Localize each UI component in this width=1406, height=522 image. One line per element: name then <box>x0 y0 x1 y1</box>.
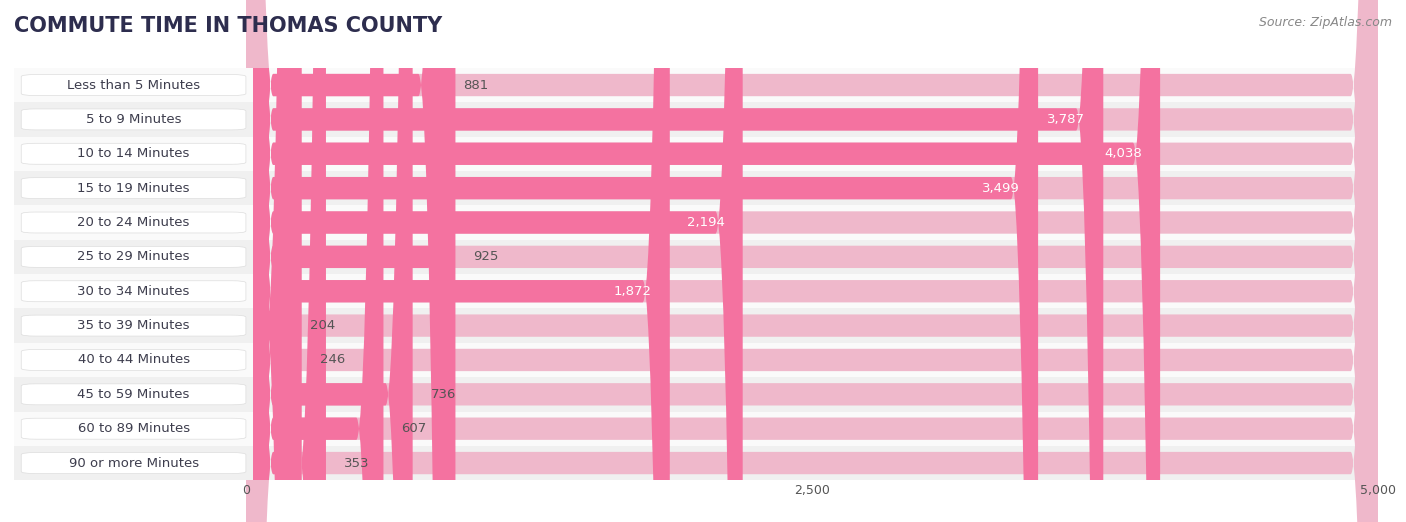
Text: 204: 204 <box>311 319 336 332</box>
Text: 246: 246 <box>319 353 344 366</box>
FancyBboxPatch shape <box>246 0 1378 522</box>
Text: 353: 353 <box>344 457 370 470</box>
Bar <box>14 446 253 480</box>
Text: 45 to 59 Minutes: 45 to 59 Minutes <box>77 388 190 401</box>
FancyBboxPatch shape <box>246 0 1378 522</box>
Text: Source: ZipAtlas.com: Source: ZipAtlas.com <box>1258 16 1392 29</box>
Text: 3,499: 3,499 <box>983 182 1019 195</box>
Bar <box>14 137 253 171</box>
Bar <box>246 240 1378 274</box>
Bar <box>246 343 1378 377</box>
FancyBboxPatch shape <box>246 0 384 522</box>
FancyBboxPatch shape <box>21 109 246 130</box>
Text: 90 or more Minutes: 90 or more Minutes <box>69 457 198 470</box>
Bar <box>246 446 1378 480</box>
Text: 1,872: 1,872 <box>613 284 652 298</box>
Text: 30 to 34 Minutes: 30 to 34 Minutes <box>77 284 190 298</box>
Text: 10 to 14 Minutes: 10 to 14 Minutes <box>77 147 190 160</box>
Text: 4,038: 4,038 <box>1104 147 1142 160</box>
FancyBboxPatch shape <box>246 0 1378 522</box>
Bar <box>14 309 253 343</box>
FancyBboxPatch shape <box>246 0 456 522</box>
FancyBboxPatch shape <box>21 212 246 233</box>
Bar <box>246 68 1378 102</box>
Text: 881: 881 <box>464 78 489 91</box>
FancyBboxPatch shape <box>21 177 246 198</box>
FancyBboxPatch shape <box>21 453 246 473</box>
FancyBboxPatch shape <box>246 0 1378 522</box>
FancyBboxPatch shape <box>21 384 246 405</box>
Text: 925: 925 <box>474 251 499 264</box>
FancyBboxPatch shape <box>246 0 326 522</box>
FancyBboxPatch shape <box>246 0 1160 522</box>
FancyBboxPatch shape <box>246 0 1378 522</box>
Text: 40 to 44 Minutes: 40 to 44 Minutes <box>77 353 190 366</box>
Text: 20 to 24 Minutes: 20 to 24 Minutes <box>77 216 190 229</box>
FancyBboxPatch shape <box>246 0 412 522</box>
FancyBboxPatch shape <box>246 0 1378 522</box>
Text: 60 to 89 Minutes: 60 to 89 Minutes <box>77 422 190 435</box>
Bar <box>14 411 253 446</box>
Text: 5 to 9 Minutes: 5 to 9 Minutes <box>86 113 181 126</box>
FancyBboxPatch shape <box>246 0 302 522</box>
FancyBboxPatch shape <box>21 144 246 164</box>
Bar <box>14 205 253 240</box>
FancyBboxPatch shape <box>246 0 1104 522</box>
Bar <box>14 68 253 102</box>
Text: 2,194: 2,194 <box>686 216 724 229</box>
FancyBboxPatch shape <box>246 0 1378 522</box>
FancyBboxPatch shape <box>246 0 1378 522</box>
Text: 35 to 39 Minutes: 35 to 39 Minutes <box>77 319 190 332</box>
FancyBboxPatch shape <box>21 315 246 336</box>
Bar <box>246 137 1378 171</box>
Bar <box>246 102 1378 137</box>
Bar <box>246 411 1378 446</box>
FancyBboxPatch shape <box>246 0 669 522</box>
FancyBboxPatch shape <box>21 281 246 302</box>
Bar <box>14 343 253 377</box>
Text: COMMUTE TIME IN THOMAS COUNTY: COMMUTE TIME IN THOMAS COUNTY <box>14 16 443 35</box>
FancyBboxPatch shape <box>246 0 292 522</box>
Text: 3,787: 3,787 <box>1047 113 1085 126</box>
FancyBboxPatch shape <box>21 350 246 371</box>
Text: 15 to 19 Minutes: 15 to 19 Minutes <box>77 182 190 195</box>
Bar <box>14 102 253 137</box>
Bar <box>246 274 1378 309</box>
Text: 25 to 29 Minutes: 25 to 29 Minutes <box>77 251 190 264</box>
FancyBboxPatch shape <box>21 418 246 439</box>
Bar <box>14 274 253 309</box>
FancyBboxPatch shape <box>246 0 446 522</box>
FancyBboxPatch shape <box>246 0 1378 522</box>
FancyBboxPatch shape <box>246 0 742 522</box>
Bar <box>246 205 1378 240</box>
FancyBboxPatch shape <box>246 0 1378 522</box>
Bar <box>246 309 1378 343</box>
FancyBboxPatch shape <box>21 75 246 96</box>
FancyBboxPatch shape <box>21 246 246 267</box>
FancyBboxPatch shape <box>246 0 1038 522</box>
Bar <box>246 377 1378 411</box>
Text: 736: 736 <box>430 388 456 401</box>
Text: 607: 607 <box>402 422 427 435</box>
Bar <box>14 171 253 205</box>
Text: Less than 5 Minutes: Less than 5 Minutes <box>67 78 200 91</box>
FancyBboxPatch shape <box>246 0 1378 522</box>
Bar <box>14 377 253 411</box>
Bar <box>14 240 253 274</box>
FancyBboxPatch shape <box>246 0 1378 522</box>
Bar <box>246 171 1378 205</box>
